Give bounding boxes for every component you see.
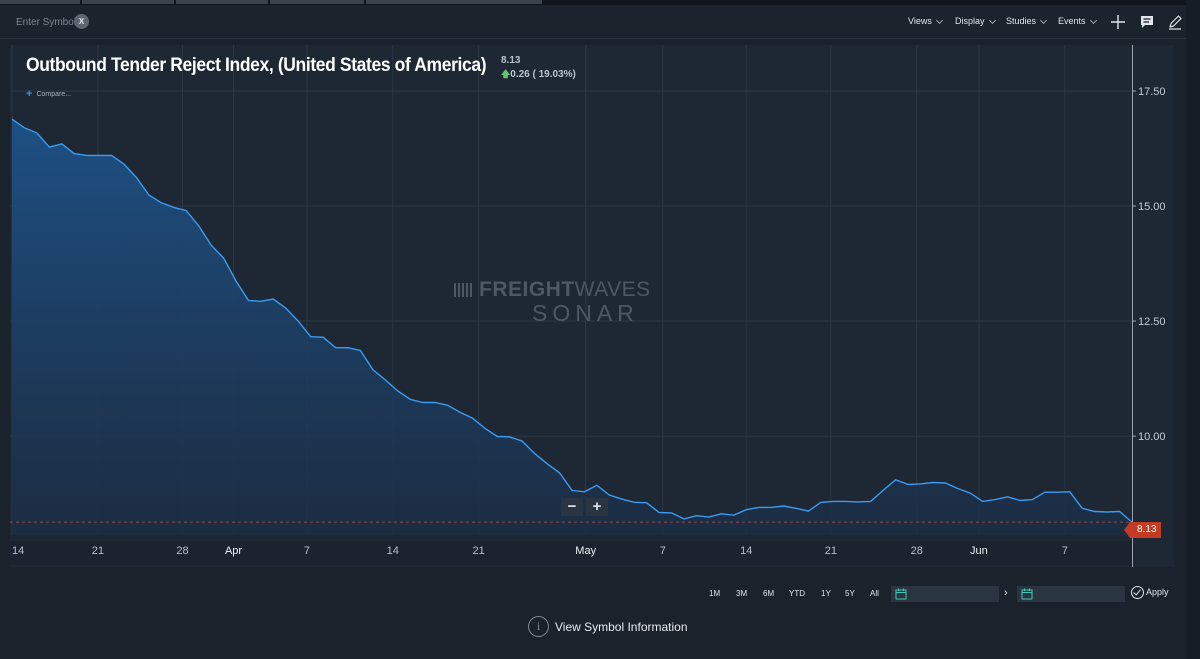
up-arrow-icon: 🡅 xyxy=(501,69,511,79)
display-menu[interactable]: Display xyxy=(955,16,996,26)
x-tick-label: 14 xyxy=(740,545,752,557)
x-axis-strip xyxy=(10,541,1132,565)
x-tick-label: Jun xyxy=(970,545,988,557)
y-tick-label: 12.50 xyxy=(1138,316,1166,328)
tab-4[interactable] xyxy=(270,0,364,4)
range-bar: 1M 3M 6M YTD 1Y 5Y All › Apply xyxy=(0,577,1200,607)
x-tick-label: 7 xyxy=(1062,545,1068,557)
change-readout: 🡅0.26 ( 19.03%) xyxy=(501,67,576,83)
chevron-down-icon xyxy=(1089,16,1097,25)
x-tick-label: 21 xyxy=(825,545,837,557)
compare-label: Compare... xyxy=(36,91,72,98)
range-all-button[interactable]: All xyxy=(870,589,879,598)
display-label: Display xyxy=(955,16,985,26)
x-tick-label: 14 xyxy=(12,545,24,557)
add-icon[interactable] xyxy=(1110,14,1126,30)
chevron-down-icon xyxy=(988,16,996,25)
window-edge xyxy=(1186,0,1200,659)
calendar-icon xyxy=(895,588,907,600)
watermark-brand-light: WAVES xyxy=(574,278,651,301)
end-date-field[interactable] xyxy=(1017,586,1125,602)
last-value-tag: 8.13 xyxy=(1123,522,1162,538)
view-symbol-info-label: View Symbol Information xyxy=(555,619,688,634)
tab-5[interactable] xyxy=(366,0,542,4)
y-tick-label: 17.50 xyxy=(1138,86,1166,98)
studies-menu[interactable]: Studies xyxy=(1006,16,1048,26)
range-5y-button[interactable]: 5Y xyxy=(845,589,855,598)
series-line xyxy=(11,118,1133,523)
x-tick-label: 7 xyxy=(304,545,310,557)
x-tick-label: May xyxy=(575,545,596,557)
apply-button[interactable]: Apply xyxy=(1131,586,1169,599)
x-tick-label: 7 xyxy=(660,545,666,557)
calendar-icon xyxy=(1021,588,1033,600)
tab-1[interactable] xyxy=(0,0,80,4)
zoom-in-button[interactable]: + xyxy=(586,498,608,516)
range-1m-button[interactable]: 1M xyxy=(709,589,721,598)
zoom-out-button[interactable]: − xyxy=(561,498,583,516)
last-value: 8.13 xyxy=(501,55,521,66)
start-date-field[interactable] xyxy=(891,586,999,602)
chart-canvas[interactable]: 17.50 15.00 12.50 10.00 14 21 28 Apr 7 14 21 May 7 14… xyxy=(10,45,1174,567)
x-tick-label: 14 xyxy=(387,545,399,557)
watermark-product: SONAR xyxy=(532,300,639,326)
chart-title: Outbound Tender Reject Index, (United St… xyxy=(26,55,487,76)
series-area xyxy=(12,119,1132,535)
y-tick-label: 15.00 xyxy=(1138,201,1166,213)
views-menu[interactable]: Views xyxy=(908,16,943,26)
studies-label: Studies xyxy=(1006,16,1037,26)
views-label: Views xyxy=(908,16,932,26)
comment-icon[interactable] xyxy=(1139,14,1155,30)
x-tick-label: 21 xyxy=(473,545,485,557)
tab-strip xyxy=(0,0,1200,5)
y-tick-label: 10.00 xyxy=(1138,431,1166,443)
watermark-brand: FREIGHTWAVES xyxy=(454,278,754,302)
chevron-right-icon: › xyxy=(1004,587,1008,599)
events-menu[interactable]: Events xyxy=(1058,16,1097,26)
chevron-down-icon xyxy=(1039,16,1048,25)
clear-symbol-button[interactable]: X xyxy=(74,14,89,29)
logo-bars-icon xyxy=(454,283,473,297)
watermark: FREIGHTWAVES SONAR xyxy=(454,278,754,327)
range-6m-button[interactable]: 6M xyxy=(763,589,775,598)
x-tick-label: Apr xyxy=(225,545,242,557)
change-value: 0.26 ( 19.03%) xyxy=(510,69,576,80)
chart-panel: 17.50 15.00 12.50 10.00 14 21 28 Apr 7 14 21 May 7 14… xyxy=(10,45,1174,567)
tab-3[interactable] xyxy=(176,0,268,4)
toolbar: X Views Display Studies Events xyxy=(0,5,1200,39)
plus-icon: + xyxy=(26,88,33,100)
tab-2[interactable] xyxy=(82,0,174,4)
symbol-input[interactable] xyxy=(8,11,208,33)
events-label: Events xyxy=(1058,16,1086,26)
range-1y-button[interactable]: 1Y xyxy=(821,589,831,598)
x-tick-label: 28 xyxy=(176,545,188,557)
range-ytd-button[interactable]: YTD xyxy=(789,589,805,598)
pencil-icon[interactable] xyxy=(1167,14,1183,30)
compare-button[interactable]: + Compare... xyxy=(26,87,72,100)
x-tick-label: 28 xyxy=(911,545,923,557)
apply-label: Apply xyxy=(1146,586,1169,597)
view-symbol-info-button[interactable]: i View Symbol Information xyxy=(528,616,688,637)
info-icon: i xyxy=(528,616,549,637)
x-tick-label: 21 xyxy=(92,545,104,557)
watermark-brand-bold: FREIGHT xyxy=(479,278,575,301)
chevron-down-icon xyxy=(935,16,943,25)
check-circle-icon xyxy=(1131,586,1144,599)
range-3m-button[interactable]: 3M xyxy=(736,589,748,598)
